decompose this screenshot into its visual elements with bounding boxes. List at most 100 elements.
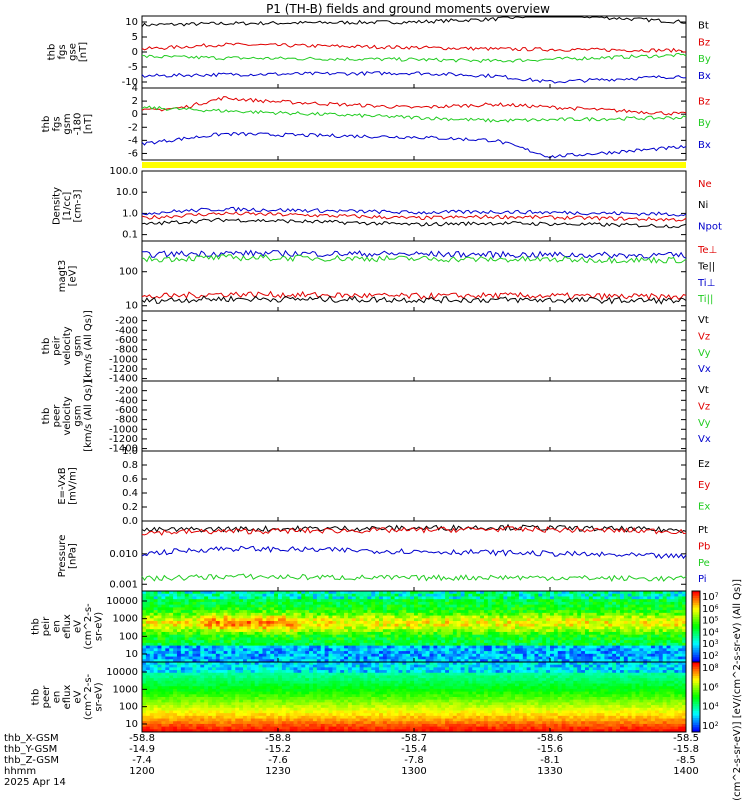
heatmap-cell [367,596,372,600]
heatmap-cell [666,664,671,668]
heatmap-cell [219,610,224,614]
heatmap-cell [196,596,201,600]
heatmap-cell [281,610,287,614]
heatmap-cell [142,645,147,649]
heatmap-cell [305,612,310,616]
heatmap-cell [200,591,205,595]
heatmap-cell [425,642,430,647]
heatmap-cell [588,651,594,655]
heatmap-cell [336,637,341,641]
heatmap-cell [530,604,535,608]
heatmap-cell [495,653,500,657]
heatmap-cell [340,623,345,627]
heatmap-cell [219,623,224,627]
heatmap-cell [145,604,151,608]
heatmap-cell [328,659,333,663]
heatmap-cell [289,604,294,608]
heatmap-cell [250,607,256,611]
heatmap-cell [468,659,473,663]
heatmap-cell [623,670,629,674]
heatmap-cell [674,631,679,636]
heatmap-cell [340,651,345,655]
heatmap-cell [417,612,423,616]
heatmap-cell [254,670,259,674]
heatmap-cell [437,662,442,666]
heatmap-cell [511,626,516,630]
heatmap-cell [550,615,555,619]
heatmap-cell [270,599,275,603]
heatmap-cell [281,670,287,674]
heatmap-cell [678,615,683,619]
heatmap-cell [371,610,376,614]
y-tick-label: 0.6 [122,474,138,485]
heatmap-cell [211,593,217,597]
heatmap-cell [176,599,182,603]
heatmap-cell [367,678,372,682]
heatmap-cell [149,618,155,622]
heatmap-cell [542,610,547,614]
heatmap-cell [414,662,419,666]
heatmap-cell [491,656,496,660]
heatmap-cell [328,651,333,655]
heatmap-cell [429,621,434,625]
heatmap-cell [561,593,566,597]
heatmap-cell [359,610,364,614]
heatmap-cell [375,662,380,666]
heatmap-cell [406,656,411,660]
heatmap-cell [297,670,302,674]
heatmap-cell [227,642,232,647]
heatmap-cell [173,680,178,684]
heatmap-cell [495,618,500,622]
heatmap-cell [180,612,186,616]
heatmap-cell [588,667,594,671]
heatmap-cell [651,678,656,682]
heatmap-cell [635,662,640,666]
heatmap-cell [153,662,158,666]
heatmap-cell [584,601,590,606]
heatmap-cell [662,631,667,636]
heatmap-cell [157,634,162,638]
heatmap-cell [355,651,360,655]
heatmap-cell [530,610,535,614]
heatmap-cell [336,664,341,668]
heatmap-cell [173,599,178,603]
heatmap-cell [476,642,481,647]
heatmap-cell [553,667,559,671]
heatmap-cell [425,645,430,649]
heatmap-cell [577,596,582,600]
heatmap-cell [577,621,582,625]
colorbar-segment [692,605,700,609]
heatmap-cell [487,651,493,655]
heatmap-cell [153,593,158,597]
heatmap-cell [414,634,419,638]
heatmap-cell [332,593,337,597]
heatmap-cell [324,610,329,614]
heatmap-cell [363,604,368,608]
heatmap-cell [437,667,442,671]
heatmap-cell [359,667,364,671]
heatmap-cell [208,631,213,636]
heatmap-cell [227,601,232,606]
heatmap-cell [651,604,656,608]
heatmap-cell [200,610,205,614]
heatmap-cell [402,659,407,663]
heatmap-cell [410,612,415,616]
heatmap-cell [499,631,504,636]
heatmap-cell [402,593,407,597]
heatmap-cell [386,629,392,633]
heatmap-cell [522,656,528,660]
heatmap-cell [305,672,310,676]
heatmap-cell [429,634,434,638]
heatmap-cell [472,621,477,625]
heatmap-cell [480,629,485,633]
heatmap-cell [635,631,640,636]
heatmap-cell [542,591,547,595]
heatmap-cell [584,678,590,682]
heatmap-cell [596,631,601,636]
heatmap-cell [165,634,170,638]
heatmap-cell [262,675,267,679]
heatmap-cell [460,662,465,666]
heatmap-cell [561,634,566,638]
heatmap-cell [511,670,516,674]
heatmap-cell [161,637,166,641]
